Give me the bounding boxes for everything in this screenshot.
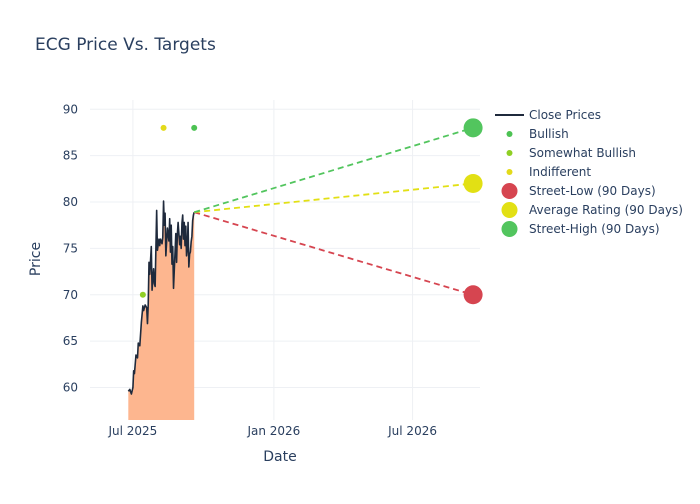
bullish-rating-point bbox=[191, 124, 198, 131]
fill-layer bbox=[128, 201, 195, 420]
street-high-target-marker bbox=[463, 118, 483, 138]
legend-average-rating-label: Average Rating (90 Days) bbox=[529, 203, 683, 217]
legend-somewhat-bullish-label: Somewhat Bullish bbox=[529, 146, 636, 160]
street-low-target-marker bbox=[463, 285, 483, 305]
legend: Close Prices Bullish Somewhat Bullish Indif… bbox=[495, 108, 683, 237]
y-tick-label: 80 bbox=[63, 195, 78, 209]
y-tick-label: 70 bbox=[63, 288, 78, 302]
legend-somewhat-bullish-swatch bbox=[506, 150, 513, 156]
close-price-line bbox=[127, 200, 195, 395]
legend-street-high-label: Street-High (90 Days) bbox=[529, 222, 660, 236]
x-axis-title: Date bbox=[263, 449, 296, 465]
legend-bullish-swatch bbox=[506, 131, 513, 137]
chart-title: ECG Price Vs. Targets bbox=[35, 35, 216, 55]
indifferent-rating-point bbox=[160, 124, 167, 131]
y-tick-label: 75 bbox=[63, 241, 78, 255]
average-rating-target-line bbox=[194, 182, 474, 214]
y-tick-label: 65 bbox=[63, 334, 78, 348]
marker-layer bbox=[139, 118, 483, 305]
legend-indifferent-swatch bbox=[506, 169, 513, 175]
y-axis-title: Price bbox=[28, 242, 44, 276]
x-tick-label: Jan 2026 bbox=[246, 424, 300, 438]
legend-street-high-swatch bbox=[501, 221, 518, 237]
x-tick-label: Jul 2025 bbox=[107, 424, 157, 438]
somewhat-bullish-rating-point bbox=[139, 291, 146, 298]
legend-bullish-label: Bullish bbox=[529, 127, 569, 141]
average-rating-target-marker bbox=[463, 173, 483, 193]
close-price-area-fill bbox=[128, 201, 195, 420]
tick-layer: 60 65 70 75 80 85 90 Jul 2025 Jan 2026 Jul 2026 bbox=[63, 102, 437, 438]
y-tick-label: 60 bbox=[63, 381, 78, 395]
legend-average-rating-swatch bbox=[501, 202, 518, 218]
legend-close-prices-label: Close Prices bbox=[529, 108, 601, 122]
y-tick-label: 90 bbox=[63, 102, 78, 116]
legend-street-low-label: Street-Low (90 Days) bbox=[529, 184, 656, 198]
street-low-target-line bbox=[193, 211, 474, 296]
y-tick-label: 85 bbox=[63, 149, 78, 163]
street-high-target-line bbox=[193, 126, 474, 214]
x-tick-label: Jul 2026 bbox=[387, 424, 437, 438]
line-layer bbox=[127, 126, 474, 395]
legend-indifferent-label: Indifferent bbox=[529, 165, 591, 179]
legend-street-low-swatch bbox=[501, 183, 518, 199]
